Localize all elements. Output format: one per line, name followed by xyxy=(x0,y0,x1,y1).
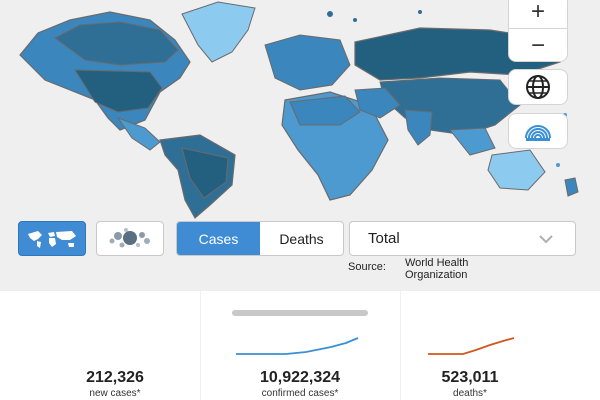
southeast-asia-region[interactable] xyxy=(449,127,496,156)
globe-icon xyxy=(526,75,550,99)
new-zealand-region[interactable] xyxy=(564,177,579,197)
new-cases-label: new cases* xyxy=(89,388,141,399)
metric-toggle: Cases Deaths xyxy=(176,221,344,256)
period-select[interactable]: Total xyxy=(349,221,576,256)
confirmed-cases-value: 10,922,324 xyxy=(259,369,341,386)
map-view-button[interactable] xyxy=(18,221,86,256)
india-region[interactable] xyxy=(404,109,433,146)
drag-handle[interactable] xyxy=(232,310,368,316)
central-america-region[interactable] xyxy=(116,116,161,151)
island xyxy=(418,10,422,14)
signal-arcs-icon xyxy=(525,125,551,141)
north-africa-region[interactable] xyxy=(289,95,361,126)
chevron-down-icon xyxy=(539,235,553,244)
island xyxy=(327,11,333,17)
island xyxy=(556,163,560,167)
zoom-in-button[interactable]: + xyxy=(530,0,545,25)
stats-panel: 212,326 new cases* 10,922,324 confirmed … xyxy=(0,291,600,400)
zoom-out-button[interactable]: − xyxy=(509,28,567,61)
period-select-value: Total xyxy=(368,230,400,247)
brazil-region[interactable] xyxy=(181,147,229,199)
confirmed-cases-sparkline xyxy=(236,337,359,355)
europe-region[interactable] xyxy=(264,34,351,91)
tab-cases[interactable]: Cases xyxy=(177,222,260,255)
island xyxy=(353,18,357,22)
source-value: World Health Organization xyxy=(405,257,469,281)
stat-divider xyxy=(200,291,201,400)
stat-divider xyxy=(400,291,401,400)
choropleth-map[interactable] xyxy=(0,0,600,290)
world-map-icon xyxy=(28,230,76,248)
bubble-cluster-icon xyxy=(109,227,150,247)
source-label: Source: xyxy=(348,261,386,273)
deaths-label: deaths* xyxy=(453,388,487,399)
world-map[interactable]: + − xyxy=(0,0,600,290)
deaths-sparkline xyxy=(428,337,515,355)
confirmed-cases-label: confirmed cases* xyxy=(261,388,339,399)
asia-region[interactable] xyxy=(379,77,521,136)
greenland-region[interactable] xyxy=(181,1,256,63)
new-cases-value: 212,326 xyxy=(86,369,144,386)
bubble-view-button[interactable] xyxy=(96,221,164,256)
middle-east-region[interactable] xyxy=(354,87,401,119)
deaths-value: 523,011 xyxy=(441,369,499,386)
usa-region[interactable] xyxy=(74,69,163,113)
zoom-control: + − xyxy=(508,0,568,62)
tab-deaths[interactable]: Deaths xyxy=(279,230,324,247)
canada-region[interactable] xyxy=(54,21,179,66)
signal-view-button[interactable] xyxy=(508,113,568,149)
globe-view-button[interactable] xyxy=(508,69,568,105)
australia-region[interactable] xyxy=(487,149,546,191)
